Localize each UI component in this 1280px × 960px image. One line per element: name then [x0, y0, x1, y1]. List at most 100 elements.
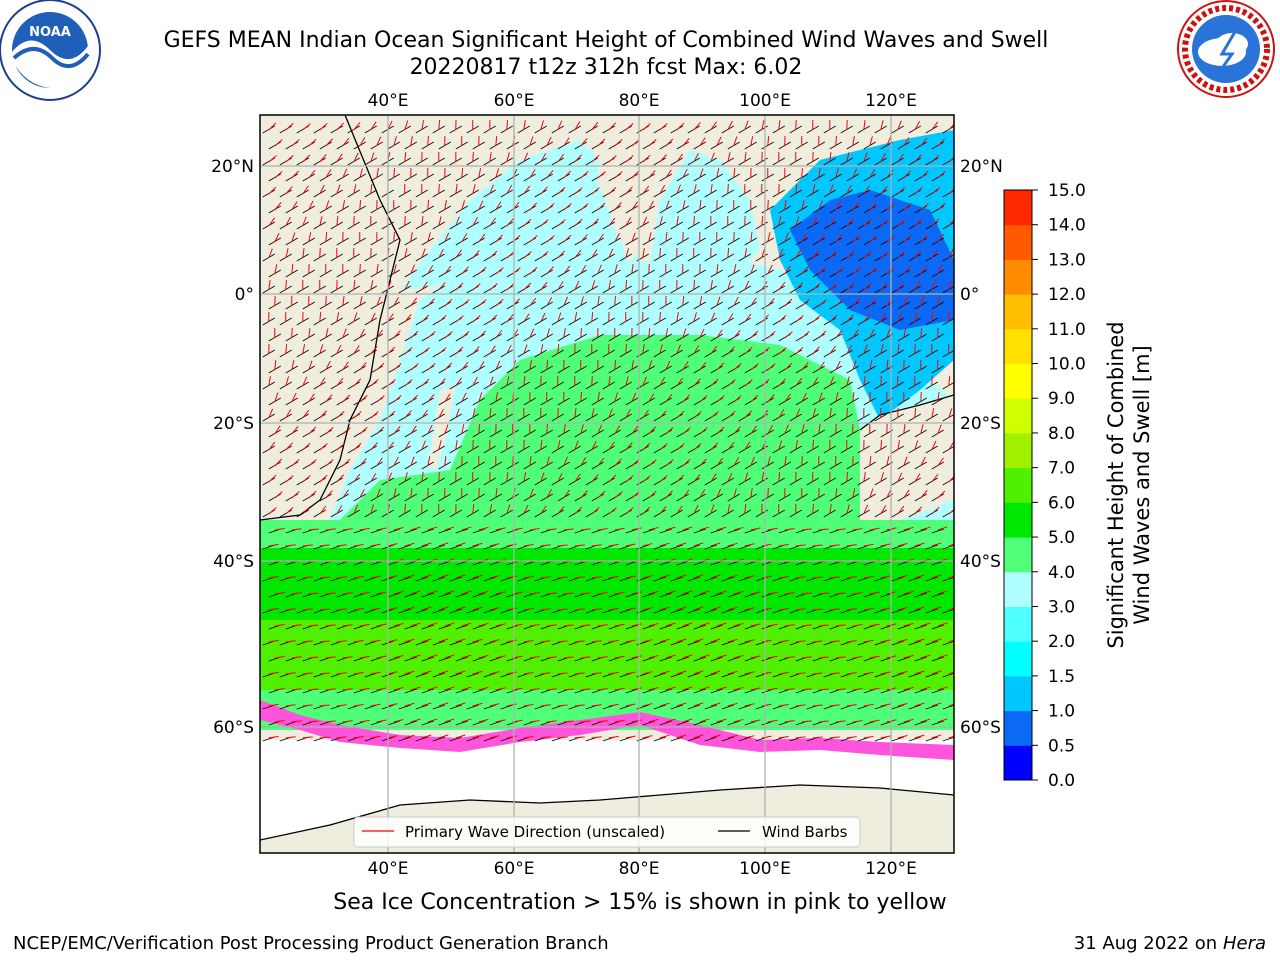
- wind-barb: [897, 720, 910, 726]
- wind-barb: [398, 640, 411, 646]
- wave-arrow: [427, 298, 435, 307]
- wave-arrow: [778, 347, 787, 355]
- wave-arrow: [631, 491, 640, 499]
- wave-arrow: [812, 439, 815, 451]
- wave-arrow: [642, 409, 649, 419]
- wind-barb: [625, 688, 638, 694]
- wave-arrow: [274, 458, 283, 467]
- wind-barb: [942, 672, 954, 678]
- wave-arrow: [778, 576, 789, 579]
- wave-arrow: [682, 427, 691, 435]
- wave-arrow: [784, 528, 795, 531]
- wave-arrow: [784, 362, 793, 371]
- wave-arrow: [557, 186, 566, 195]
- colorbar-segment: [1004, 571, 1032, 607]
- wave-arrow: [376, 655, 387, 659]
- colorbar-tick-label: 13.0: [1048, 250, 1086, 270]
- wave-arrow: [404, 542, 415, 547]
- wave-arrow: [648, 686, 659, 691]
- wind-barb: [421, 560, 434, 566]
- graticule: [260, 115, 954, 853]
- colorbar-segment: [1004, 467, 1032, 503]
- wave-arrow: [495, 488, 498, 499]
- wind-barb: [704, 736, 717, 742]
- wind-barb: [483, 608, 496, 614]
- wave-arrow: [336, 153, 343, 163]
- wave-arrow: [625, 279, 628, 291]
- wave-arrow: [308, 688, 319, 691]
- lon-label-top-120e: 120°E: [865, 91, 917, 111]
- wave-arrow: [404, 280, 410, 291]
- colorbar-tick-label: 10.0: [1048, 355, 1086, 375]
- wave-arrow: [846, 544, 857, 547]
- wave-arrow: [591, 249, 598, 259]
- wave-arrow: [699, 686, 710, 691]
- colorbar-tick-label: 4.0: [1048, 563, 1075, 583]
- wave-arrow: [659, 606, 670, 611]
- wave-arrow: [829, 576, 840, 579]
- wave-arrow: [325, 592, 336, 595]
- wave-arrow: [625, 122, 634, 131]
- wind-barb: [908, 544, 921, 550]
- wave-arrow: [614, 232, 620, 243]
- wave-arrow: [302, 704, 313, 707]
- wind-barb: [670, 544, 683, 550]
- wave-arrow: [784, 200, 787, 211]
- wave-arrow: [495, 719, 506, 723]
- wind-barb: [432, 608, 445, 614]
- wave-arrow: [880, 575, 891, 579]
- wind-barb: [387, 560, 400, 566]
- wave-arrow: [920, 203, 929, 211]
- wave-arrow: [863, 607, 874, 611]
- wave-arrow: [625, 442, 633, 451]
- wave-arrow: [302, 409, 310, 419]
- wave-arrow: [886, 328, 891, 339]
- wave-arrow: [829, 152, 832, 163]
- wave-arrow: [948, 218, 954, 227]
- wave-arrow: [880, 607, 891, 611]
- wave-arrow: [931, 574, 942, 579]
- wave-arrow: [325, 459, 334, 467]
- wind-barb: [704, 576, 717, 582]
- wave-arrow: [744, 120, 749, 131]
- wave-arrow: [478, 361, 485, 371]
- wave-arrow: [665, 200, 670, 211]
- wave-arrow: [761, 639, 772, 643]
- wave-arrow: [665, 490, 673, 499]
- wave-arrow: [580, 624, 591, 627]
- wave-arrow: [472, 439, 474, 451]
- wave-arrow: [393, 167, 396, 179]
- wave-arrow: [563, 592, 574, 595]
- wave-arrow: [897, 186, 906, 195]
- wave-arrow: [478, 718, 489, 723]
- wave-arrow: [733, 168, 736, 179]
- wave-arrow: [937, 424, 942, 435]
- wave-arrow: [523, 313, 530, 323]
- wave-arrow: [767, 591, 778, 595]
- wave-arrow: [291, 360, 295, 371]
- wave-arrow: [846, 152, 850, 163]
- wave-arrow: [835, 267, 844, 275]
- wave-arrow: [625, 543, 636, 547]
- wave-arrow: [778, 440, 783, 451]
- wave-arrow: [778, 248, 784, 259]
- wave-arrow: [359, 296, 363, 307]
- wind-barb: [931, 528, 944, 534]
- wave-arrow: [761, 735, 772, 739]
- wave-arrow: [308, 720, 319, 723]
- wave-arrow: [812, 377, 819, 387]
- wind-barb: [642, 624, 655, 630]
- map-legend: Primary Wave Direction (unscaled) Wind B…: [353, 816, 861, 848]
- wave-arrow: [614, 623, 625, 627]
- wave-arrow: [642, 154, 651, 163]
- wave-arrow: [268, 607, 279, 611]
- wave-arrow: [699, 718, 710, 723]
- wave-arrow: [591, 121, 599, 131]
- colorbar-tick-label: 6.0: [1048, 493, 1075, 513]
- wave-arrow: [931, 218, 940, 227]
- colorbar-title-line1: Significant Height of Combined: [1104, 321, 1128, 648]
- wave-arrow: [308, 328, 311, 339]
- wave-arrow: [489, 314, 498, 323]
- wind-barb: [744, 720, 757, 726]
- wave-arrow: [648, 426, 657, 435]
